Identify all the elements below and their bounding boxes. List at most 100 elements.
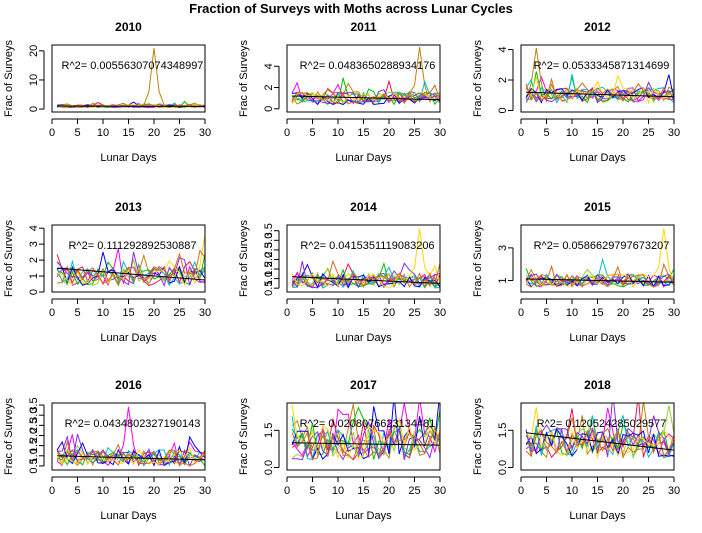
chart-panel-2013: 2013 0 5 10 15 20 25 30 Lunar Days 0 1 2 3 4 Frac of S… <box>3 200 211 344</box>
y-tick-label: 3.0 <box>28 408 40 423</box>
panel-title: 2011 <box>350 20 376 34</box>
chart-panel-2017: 2017 0 5 10 15 20 25 30 Lunar Days 0.0 1.5 Frac of … <box>238 378 446 522</box>
x-tick-label: 0 <box>518 307 524 319</box>
x-tick-label: 30 <box>668 127 680 139</box>
trend-line <box>292 276 440 284</box>
y-tick-label: 4 <box>28 225 40 231</box>
x-tick-label: 5 <box>74 485 80 497</box>
x-tick-label: 20 <box>148 127 160 139</box>
plot-frame <box>520 402 675 471</box>
x-tick-label: 30 <box>434 485 446 497</box>
series-line <box>56 440 205 467</box>
series-line <box>291 403 440 461</box>
panel-title: 2014 <box>350 200 377 214</box>
y-tick-label: 3.0 <box>263 233 275 248</box>
y-tick-label: 0 <box>28 289 40 295</box>
series-group <box>525 228 674 289</box>
x-tick-label: 10 <box>566 485 578 497</box>
y-axis-label: Frac of Surveys <box>238 219 250 297</box>
y-axis-label: Frac of Surveys <box>472 219 484 297</box>
x-tick-label: 30 <box>199 307 211 319</box>
x-tick-label: 10 <box>97 307 109 319</box>
x-tick-label: 5 <box>309 485 315 497</box>
x-axis-label: Lunar Days <box>335 510 392 522</box>
x-axis-label: Lunar Days <box>335 152 392 164</box>
x-tick-label: 20 <box>617 485 629 497</box>
trend-line <box>292 95 440 101</box>
series-group <box>56 234 205 288</box>
x-axis-label: Lunar Days <box>335 332 392 344</box>
series-line <box>291 91 440 105</box>
y-tick-label: 1.5 <box>263 261 275 276</box>
series-line <box>291 228 440 289</box>
x-tick-label: 15 <box>122 307 134 319</box>
x-tick-label: 10 <box>97 127 109 139</box>
trend-line <box>526 278 674 283</box>
trend-line <box>57 455 205 461</box>
x-tick-label: 0 <box>518 127 524 139</box>
panel-title: 2015 <box>584 200 611 214</box>
y-tick-label: 2 <box>28 257 40 263</box>
y-tick-label: 1.0 <box>28 448 40 463</box>
x-tick-label: 25 <box>408 307 420 319</box>
y-tick-label: 10 <box>28 74 40 86</box>
y-tick-label: 20 <box>28 45 40 57</box>
series-line <box>56 446 205 466</box>
series-line <box>291 84 440 105</box>
r-squared-annotation: R^2= 0.0483650288934176 <box>300 60 436 72</box>
trend-line <box>292 442 440 446</box>
x-tick-label: 30 <box>434 307 446 319</box>
series-group <box>525 403 674 459</box>
y-tick-label: 2 <box>497 77 509 83</box>
r-squared-annotation: R^2= 0.111292892530887 <box>68 240 196 252</box>
chart-panel-2011: 2011 0 5 10 15 20 25 30 Lunar Days 0 2 4 Frac of Sur… <box>238 20 446 164</box>
x-tick-label: 5 <box>543 127 549 139</box>
chart-panel-2012: 2012 0 5 10 15 20 25 30 Lunar Days 0 2 4 Frac of Sur… <box>472 20 680 164</box>
series-line <box>525 81 674 104</box>
r-squared-annotation: R^2= 0.0415351119083206 <box>300 240 434 252</box>
x-axis-label: Lunar Days <box>100 332 157 344</box>
x-tick-label: 0 <box>49 307 55 319</box>
x-tick-label: 0 <box>284 127 290 139</box>
y-tick-label: 1.5 <box>263 423 275 438</box>
x-tick-label: 0 <box>49 485 55 497</box>
y-axis-label: Frac of Surveys <box>238 39 250 117</box>
x-tick-label: 30 <box>199 485 211 497</box>
r-squared-annotation: R^2= 0.00556307074348997 <box>62 60 204 72</box>
x-tick-label: 15 <box>357 485 369 497</box>
series-line <box>291 404 440 460</box>
y-tick-label: 0 <box>263 106 275 112</box>
x-tick-label: 5 <box>309 127 315 139</box>
x-tick-label: 20 <box>383 485 395 497</box>
r-squared-annotation: R^2= 0.0208076623134481 <box>300 418 436 430</box>
y-tick-label: 3 <box>28 241 40 247</box>
x-tick-label: 5 <box>74 307 80 319</box>
r-squared-annotation: R^2= 0.0434802327190143 <box>65 418 201 430</box>
x-tick-label: 0 <box>518 485 524 497</box>
series-line <box>56 259 205 287</box>
y-tick-label: 1.5 <box>28 438 40 453</box>
series-group <box>291 228 440 289</box>
series-group <box>56 47 205 109</box>
panel-title: 2012 <box>584 20 611 34</box>
x-tick-label: 15 <box>591 127 603 139</box>
series-line <box>291 261 440 289</box>
x-tick-label: 20 <box>383 127 395 139</box>
y-tick-label: 2 <box>263 84 275 90</box>
x-tick-label: 5 <box>543 485 549 497</box>
r-squared-annotation: R^2= 0.120524285029577 <box>537 418 667 430</box>
chart-panel-2016: 2016 0 5 10 15 20 25 30 Lunar Days 0.51.01.52.02.… <box>3 378 211 522</box>
x-tick-label: 30 <box>668 485 680 497</box>
series-line <box>525 74 674 105</box>
panel-title: 2017 <box>350 378 377 392</box>
x-tick-label: 5 <box>74 127 80 139</box>
x-tick-label: 30 <box>199 127 211 139</box>
y-tick-label: 0 <box>497 107 509 113</box>
series-line <box>291 426 440 461</box>
x-tick-label: 20 <box>617 307 629 319</box>
y-tick-label: 2.0 <box>263 252 275 267</box>
x-axis-label: Lunar Days <box>100 152 157 164</box>
y-tick-label: 2.0 <box>28 428 40 443</box>
